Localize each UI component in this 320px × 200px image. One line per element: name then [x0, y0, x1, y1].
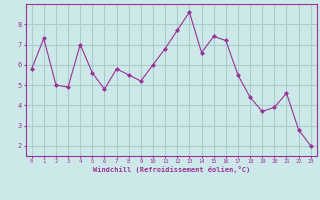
- X-axis label: Windchill (Refroidissement éolien,°C): Windchill (Refroidissement éolien,°C): [92, 166, 250, 173]
